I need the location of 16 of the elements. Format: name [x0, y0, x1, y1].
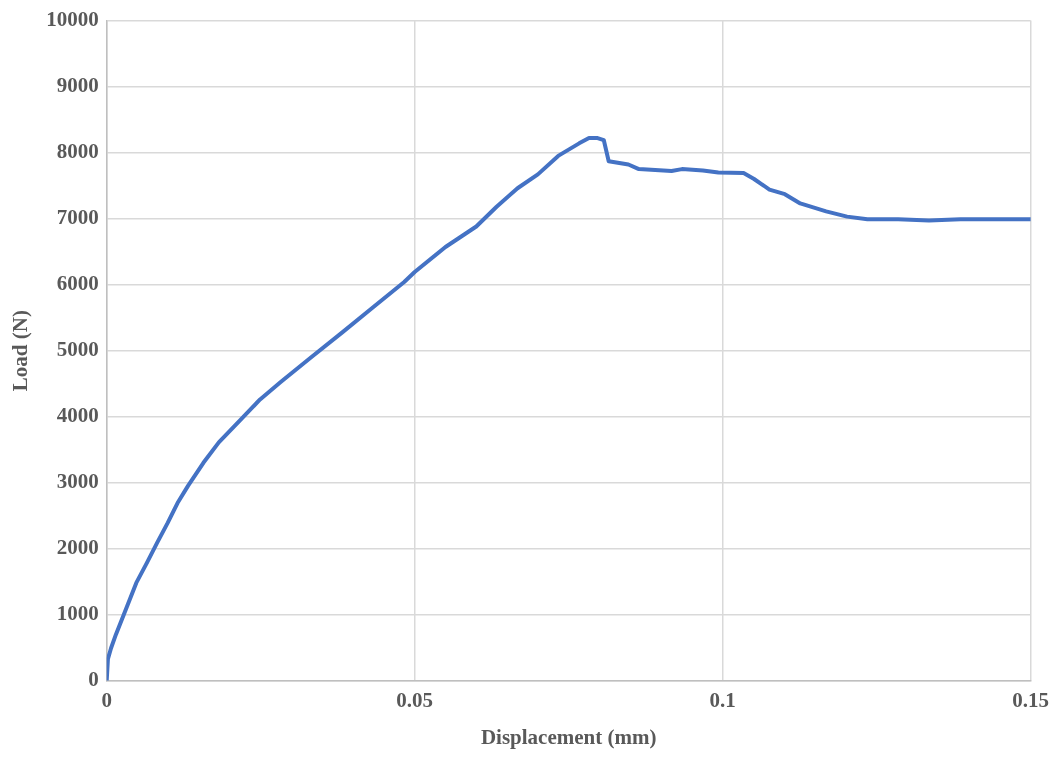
y-tick-label: 7000 [56, 205, 99, 230]
y-tick-label: 5000 [56, 337, 99, 362]
y-tick-label: 2000 [56, 535, 99, 560]
y-tick-label: 9000 [56, 73, 99, 98]
y-tick-label: 4000 [56, 403, 99, 428]
y-tick-label: 6000 [56, 271, 99, 296]
x-axis-title: Displacement (mm) [480, 724, 657, 749]
y-tick-label: 10000 [46, 7, 99, 32]
y-axis-title: Load (N) [8, 310, 33, 392]
x-tick-label: 0.15 [1012, 687, 1049, 712]
y-tick-label: 0 [88, 667, 99, 692]
y-tick-label: 3000 [56, 469, 99, 494]
x-tick-label: 0.1 [709, 687, 736, 712]
y-tick-label: 1000 [56, 601, 99, 626]
x-tick-label: 0.05 [396, 687, 434, 712]
y-tick-label: 8000 [56, 139, 99, 164]
